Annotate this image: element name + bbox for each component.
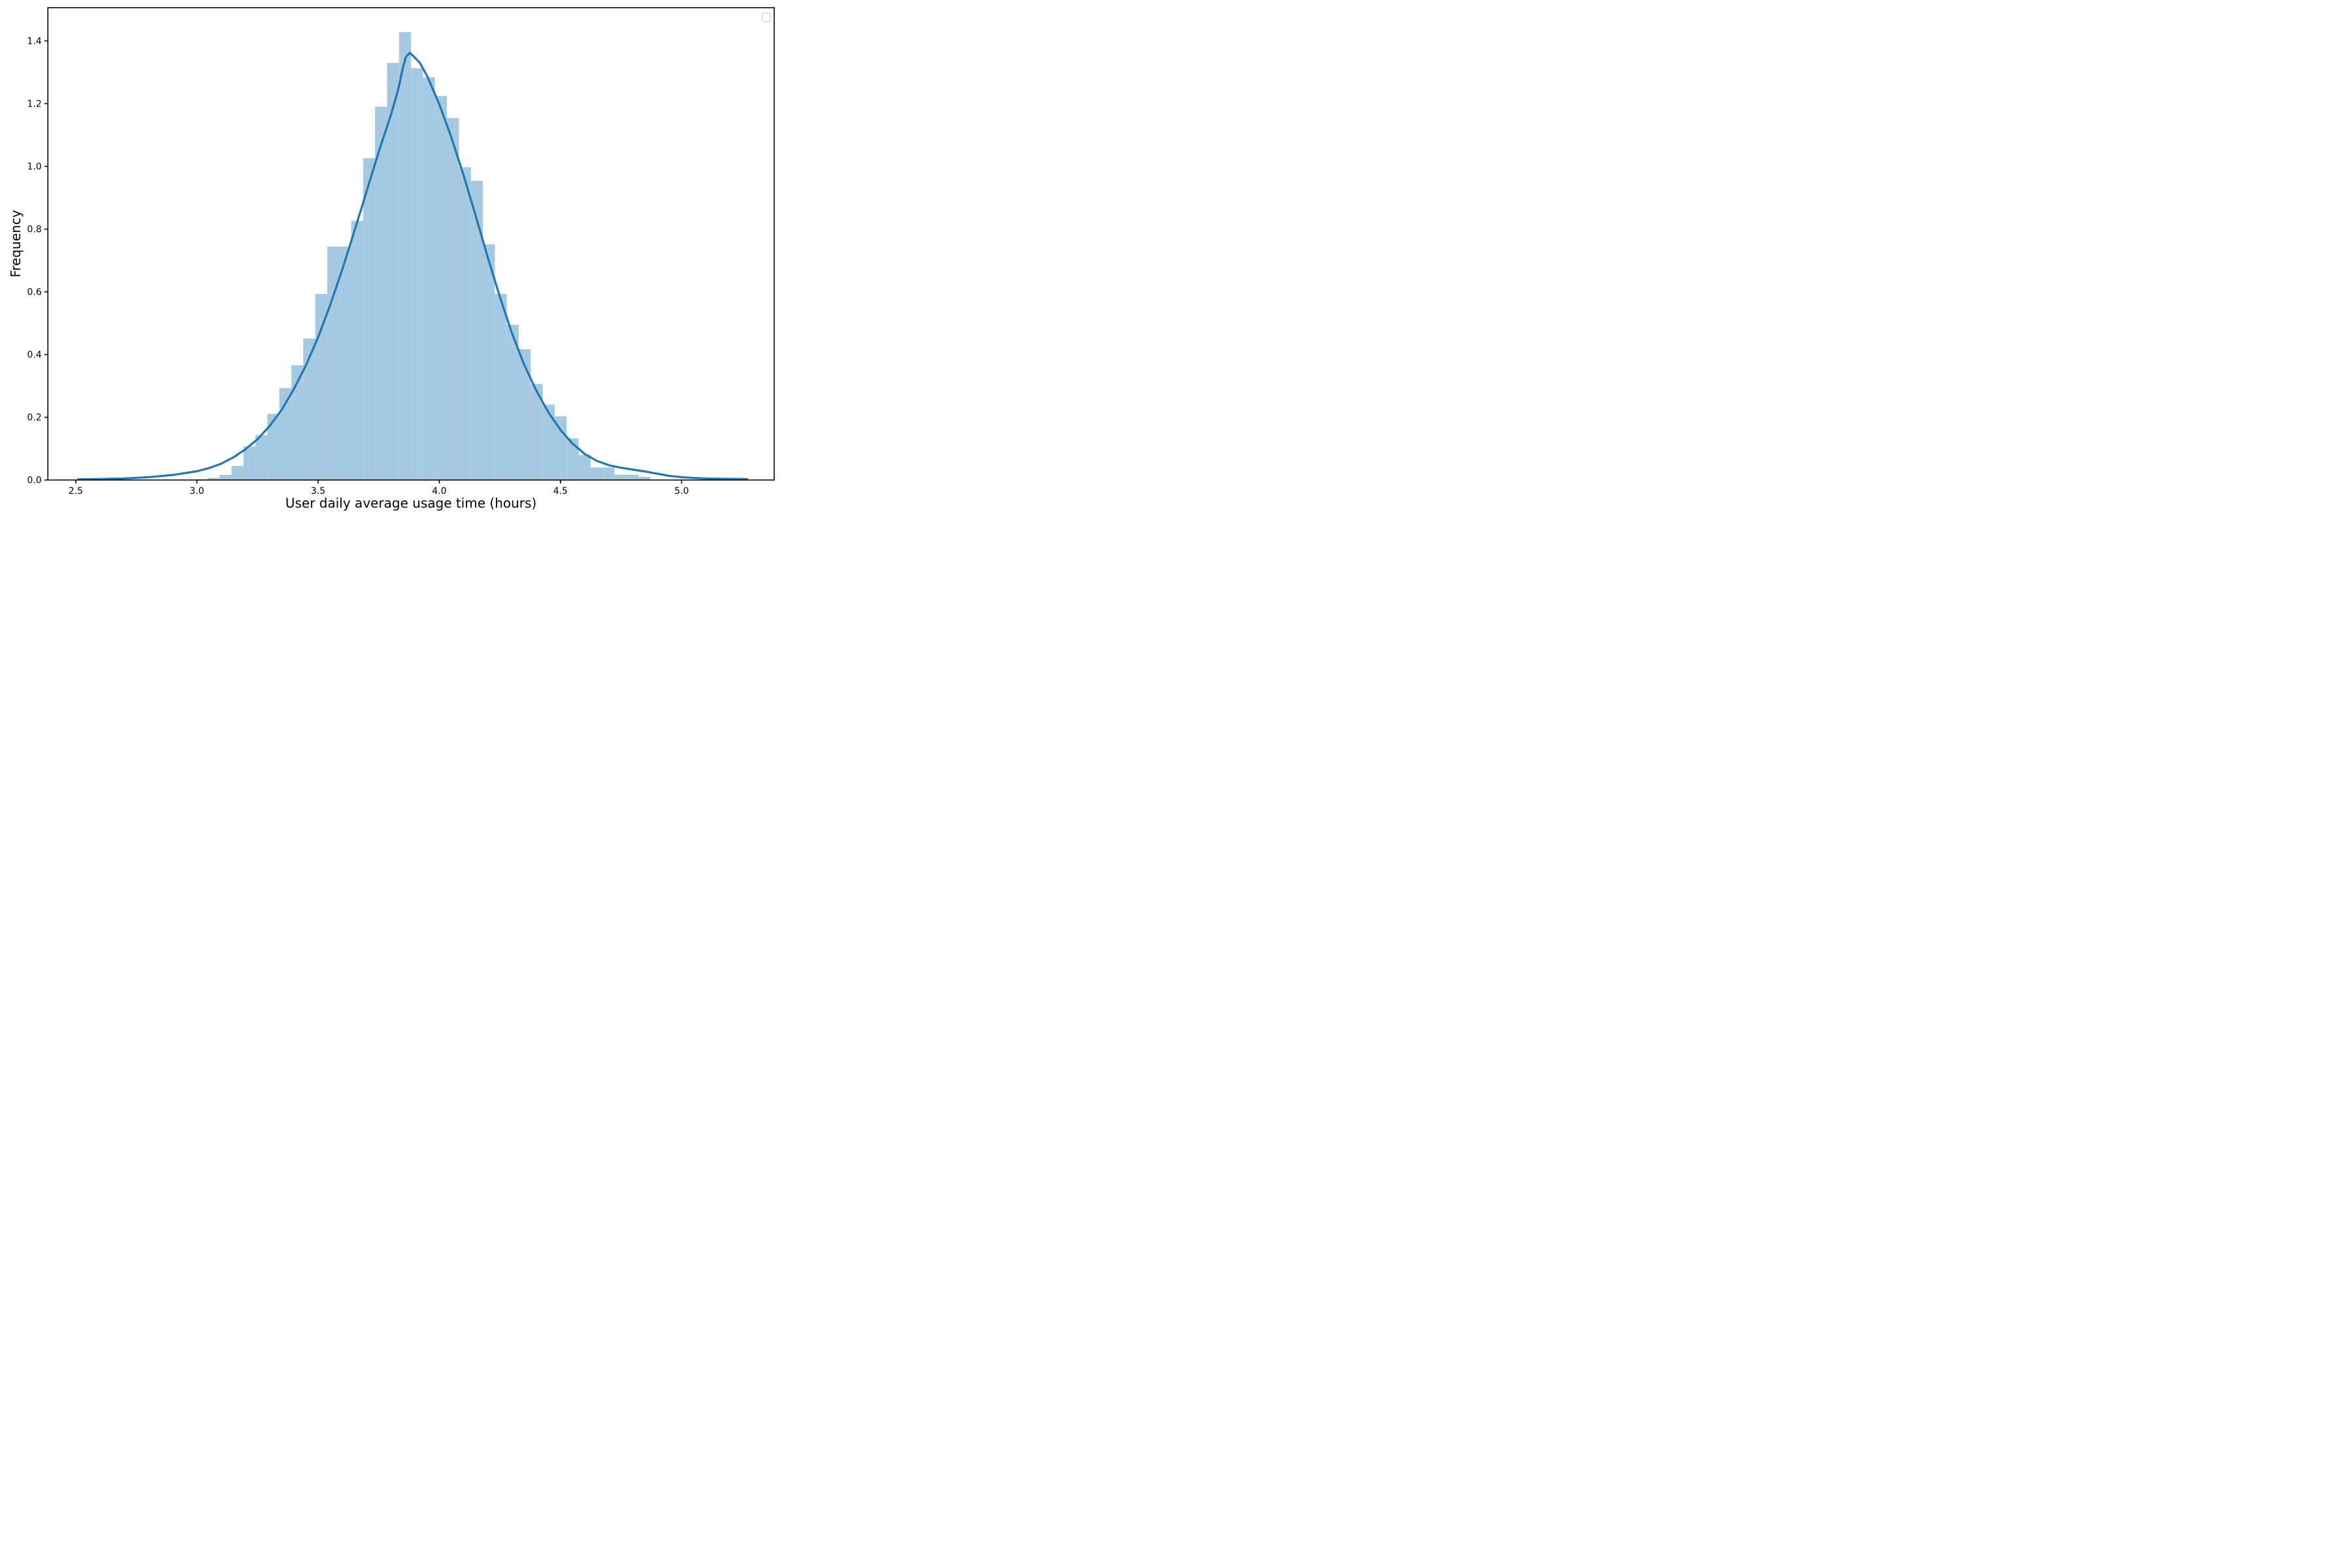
y-tick-label: 0.0	[27, 476, 42, 486]
histogram-bar	[339, 246, 351, 480]
histogram-bar	[243, 446, 255, 480]
histogram-bar	[470, 180, 483, 480]
histogram-bar	[434, 96, 448, 480]
histogram-bar	[495, 294, 507, 480]
histogram-bar	[626, 474, 639, 480]
y-tick-label: 1.0	[27, 162, 42, 172]
histogram-bar	[602, 467, 615, 480]
figure: 2.5 3.0 3.5 4.0 4.5 5.0 0.0 0.2 0.4 0.6 0.8 1.0 1.2 1…	[0, 0, 784, 523]
x-tick-label: 5.0	[674, 486, 689, 497]
x-tick-label: 4.5	[553, 486, 568, 497]
histogram-bar	[423, 77, 435, 480]
histogram-bar	[231, 466, 244, 480]
histogram-bar	[219, 475, 232, 480]
histogram-bar	[614, 474, 627, 480]
legend-box	[761, 12, 771, 23]
histogram-bar	[399, 32, 412, 480]
y-axis-label: Frequency	[8, 210, 24, 278]
histogram-bar	[267, 414, 280, 480]
histogram-bar	[483, 244, 495, 480]
histogram-bar	[578, 455, 591, 480]
histogram-bar	[375, 106, 387, 480]
histogram-bar	[351, 221, 363, 480]
y-tick-label: 1.4	[27, 36, 42, 46]
x-tick-label: 3.0	[189, 486, 204, 497]
histogram-bar	[638, 476, 651, 480]
x-tick-label: 4.0	[432, 486, 446, 497]
histogram-bar	[303, 338, 316, 480]
histogram-bar	[542, 404, 555, 480]
y-tick-label: 0.2	[27, 413, 42, 423]
histogram-bar	[279, 388, 291, 480]
axes-spines	[47, 7, 775, 481]
histogram-bar	[447, 118, 459, 480]
histogram-bar	[207, 478, 220, 480]
histogram-bar	[411, 68, 423, 480]
histogram-bar	[566, 438, 579, 480]
histogram-chart: 2.5 3.0 3.5 4.0 4.5 5.0 0.0 0.2 0.4 0.6 0.8 1.0 1.2 1…	[27, 7, 775, 497]
histogram-bar	[459, 167, 471, 480]
x-tick-label: 2.5	[69, 486, 83, 497]
histogram-bar	[531, 384, 543, 480]
histogram-bar	[291, 365, 304, 480]
y-tick-label: 0.8	[27, 225, 42, 235]
y-tick-label: 0.4	[27, 350, 42, 361]
histogram-bar	[590, 467, 603, 480]
histogram-bar	[255, 435, 268, 480]
x-tick-label: 3.5	[311, 486, 325, 497]
kde-curve	[77, 52, 749, 481]
y-tick-label: 1.2	[27, 99, 42, 110]
histogram-bar	[506, 325, 519, 480]
histogram-bar	[363, 158, 376, 480]
x-axis-label: User daily average usage time (hours)	[285, 495, 537, 511]
histogram-bar	[387, 63, 399, 480]
histogram-bar	[315, 294, 327, 480]
y-tick-label: 0.6	[27, 287, 42, 298]
histogram-bar	[519, 349, 531, 480]
